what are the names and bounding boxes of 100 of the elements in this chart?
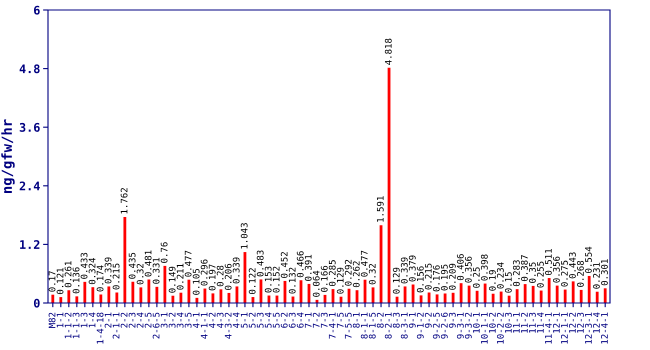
x-tick-label: 8-2-1: [384, 312, 392, 339]
data-label: 0.262: [352, 261, 360, 288]
data-label: 4.818: [384, 38, 392, 65]
bar: [260, 279, 262, 303]
bar: [388, 68, 390, 303]
bar: [147, 280, 150, 303]
data-label: 0.35: [528, 262, 536, 283]
bar: [123, 216, 126, 303]
data-label: 0.25: [472, 267, 480, 288]
x-tick-label: 9-3: [448, 312, 456, 328]
data-label: 0.156: [416, 266, 424, 292]
bar: [179, 292, 182, 303]
bar: [300, 280, 302, 303]
data-label: 0.356: [552, 256, 560, 283]
data-label: 0.379: [408, 255, 416, 282]
x-tick-label: 7-5: [336, 312, 344, 328]
data-label: 0.406: [456, 254, 464, 280]
x-tick-label: 4-2: [208, 312, 216, 328]
data-label: 0.387: [520, 255, 528, 282]
data-label: 1.762: [120, 188, 128, 214]
data-label: 0.452: [280, 252, 288, 278]
bar: [364, 280, 366, 303]
data-label: 0.477: [184, 250, 192, 277]
x-tick-label: 6-4: [296, 312, 304, 328]
data-label: 0.324: [88, 258, 96, 284]
x-tick-label: 9-3-1: [456, 312, 464, 339]
data-label: 0.339: [232, 257, 240, 284]
data-label: 0.149: [168, 266, 176, 293]
bar: [188, 280, 190, 303]
data-label: 0.268: [576, 260, 584, 287]
data-label: 0.209: [448, 264, 456, 290]
x-tick-label: 7-5-5: [344, 312, 352, 339]
bar: [500, 292, 503, 303]
data-label: 0.398: [480, 254, 488, 281]
x-tick-label: 9-3-2: [464, 312, 472, 339]
data-label: 0.129: [336, 268, 344, 294]
data-label: 0.356: [464, 256, 472, 283]
x-tick-label: 9-1-2: [416, 312, 424, 339]
x-tick-label: 2-1-1: [112, 312, 120, 339]
bar: [428, 292, 430, 303]
x-tick-label: 5-4: [264, 312, 272, 328]
bar: [476, 290, 479, 303]
y-tick-label: 6: [34, 6, 40, 15]
data-label: 0.255: [536, 262, 544, 288]
data-label: 0.231: [593, 262, 600, 289]
x-tick-label: 1-4-18: [96, 312, 104, 344]
x-tick-label: 2-5: [144, 312, 152, 328]
data-label: 0.206: [224, 264, 232, 290]
y-tick-label: 2.4: [20, 182, 40, 190]
data-label: 0.197: [208, 264, 216, 290]
bar: [412, 284, 414, 303]
x-tick-label: 8-3: [392, 312, 400, 328]
data-label: 0.292: [344, 260, 352, 286]
data-label: 0.285: [328, 260, 336, 286]
x-tick-label: 2-3: [128, 312, 136, 328]
bar: [468, 286, 470, 303]
y-tick-label: 1.2: [20, 240, 40, 249]
x-tick-label: 5-3: [256, 312, 264, 328]
x-tick-label: M82: [48, 312, 56, 328]
bar: [308, 284, 310, 303]
bar: [436, 294, 438, 303]
bar: [516, 289, 519, 303]
x-tick-label: 7-4-1: [328, 312, 336, 339]
bar: [268, 296, 270, 303]
data-label: 0.121: [56, 268, 64, 294]
x-tick-label: 7-2: [312, 312, 320, 328]
data-label: 0.301: [601, 259, 608, 286]
bar: [220, 289, 222, 303]
x-tick-label: 1-1-2: [64, 312, 72, 338]
data-label: 0.339: [400, 257, 408, 284]
data-label: 1.591: [376, 196, 384, 222]
x-tick-label: 5-1: [240, 312, 248, 328]
x-tick-label: 2-2: [120, 312, 128, 328]
bar: [244, 252, 246, 303]
data-label: 0.17: [48, 271, 56, 292]
bar: [524, 284, 527, 303]
data-label: 0.152: [272, 266, 280, 293]
x-tick-label: 3-2: [168, 312, 176, 328]
bar: [484, 284, 487, 303]
x-tick-label: 11-4: [537, 312, 544, 333]
data-label: 0.275: [560, 260, 568, 287]
data-label: 0.554: [585, 246, 592, 273]
x-tick-label: 11-2: [520, 312, 528, 333]
x-tick-label: 3-5: [184, 312, 192, 328]
data-label: 0.28: [216, 266, 224, 286]
y-tick-label: 0: [34, 298, 40, 308]
x-tick-label: 7-3: [320, 312, 328, 328]
data-label: 0.32: [368, 264, 376, 284]
data-label: 0.466: [296, 251, 304, 278]
data-label: 0.483: [256, 250, 264, 276]
data-label: 0.064: [312, 270, 320, 297]
y-tick-label: 3.6: [20, 122, 40, 132]
bar: [380, 225, 382, 303]
bar: [356, 290, 358, 303]
x-tick-label: 7-1: [304, 312, 312, 328]
x-tick-label: 3-4: [176, 312, 184, 328]
bar: [139, 287, 142, 303]
x-tick-label: 10-2: [488, 312, 496, 333]
bar: [171, 296, 174, 303]
data-label: 0.296: [200, 260, 208, 286]
